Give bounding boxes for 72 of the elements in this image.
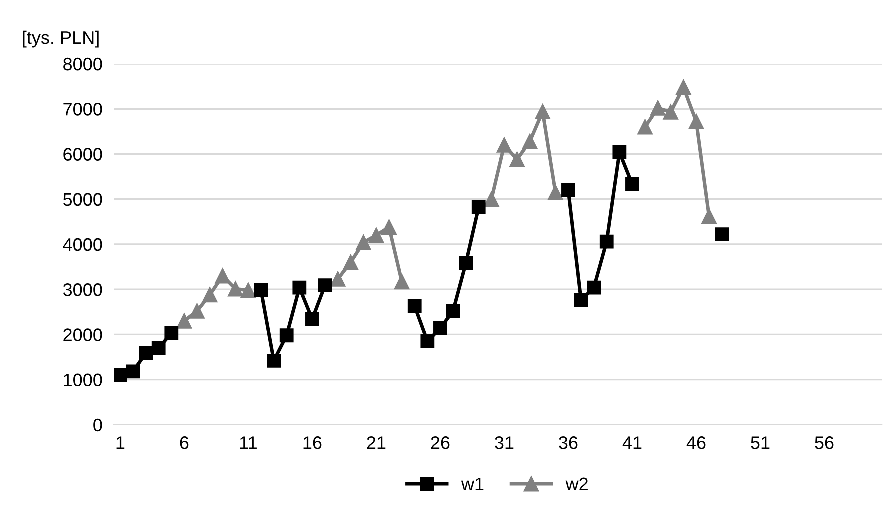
x-tick-label: 51 xyxy=(751,436,770,450)
point xyxy=(382,220,397,235)
y-tick-label: 3000 xyxy=(63,284,102,296)
point xyxy=(688,114,704,130)
y-tick-label: 7000 xyxy=(64,103,102,116)
point xyxy=(126,364,140,379)
point xyxy=(228,282,244,297)
x-tick-label: 21 xyxy=(367,436,386,450)
point xyxy=(522,134,538,150)
point xyxy=(434,321,448,336)
point xyxy=(368,228,384,244)
point xyxy=(663,104,679,120)
point xyxy=(394,274,410,290)
point xyxy=(484,192,500,207)
point xyxy=(280,328,294,343)
point xyxy=(446,304,460,318)
point xyxy=(176,314,192,329)
point xyxy=(510,152,525,168)
legend-label: w2 xyxy=(566,478,588,490)
point xyxy=(626,178,640,192)
point xyxy=(190,304,205,319)
point xyxy=(702,208,717,224)
point xyxy=(318,278,332,292)
point xyxy=(152,341,166,356)
point xyxy=(306,312,320,326)
x-tick-label: 16 xyxy=(304,436,322,450)
point xyxy=(330,272,346,287)
point xyxy=(472,200,486,214)
x-tick-label: 11 xyxy=(240,436,257,450)
point xyxy=(343,254,358,270)
x-tick-label: 56 xyxy=(815,436,834,450)
x-tick-label: 1 xyxy=(116,436,125,450)
x-tick-label: 6 xyxy=(180,436,189,450)
point xyxy=(548,184,564,200)
point xyxy=(164,326,179,340)
x-tick-label: 26 xyxy=(431,436,450,450)
point xyxy=(496,138,512,153)
y-axis-title: [tys. PLN] xyxy=(23,30,99,48)
point xyxy=(459,256,474,270)
x-tick-label: 36 xyxy=(559,436,578,450)
point xyxy=(114,368,128,382)
point xyxy=(202,287,218,303)
point xyxy=(267,354,281,368)
point xyxy=(650,100,666,116)
point xyxy=(715,228,730,242)
x-tick-label: 46 xyxy=(686,436,706,450)
point xyxy=(254,284,268,298)
x-tick-label: 31 xyxy=(495,436,514,450)
legend-label: w1 xyxy=(461,478,484,490)
y-tick-label: 0 xyxy=(94,418,102,432)
point xyxy=(600,234,614,249)
point xyxy=(587,280,602,295)
point xyxy=(562,183,576,198)
y-tick-label: 5000 xyxy=(63,193,102,206)
y-tick-label: 6000 xyxy=(64,148,102,161)
point xyxy=(420,334,435,348)
point xyxy=(535,104,551,120)
x-tick-label: 41 xyxy=(622,436,642,450)
y-tick-label: 2000 xyxy=(64,328,102,342)
point xyxy=(676,80,692,96)
point xyxy=(215,268,230,284)
y-tick-label: 8000 xyxy=(64,58,102,71)
point xyxy=(139,346,153,360)
point xyxy=(240,282,256,298)
y-tick-label: 4000 xyxy=(63,238,102,252)
y-tick-label: 1000 xyxy=(64,374,102,387)
point xyxy=(574,293,588,308)
point xyxy=(638,120,653,135)
point xyxy=(408,299,422,314)
point xyxy=(612,145,627,160)
point xyxy=(356,235,372,250)
point xyxy=(292,280,307,295)
